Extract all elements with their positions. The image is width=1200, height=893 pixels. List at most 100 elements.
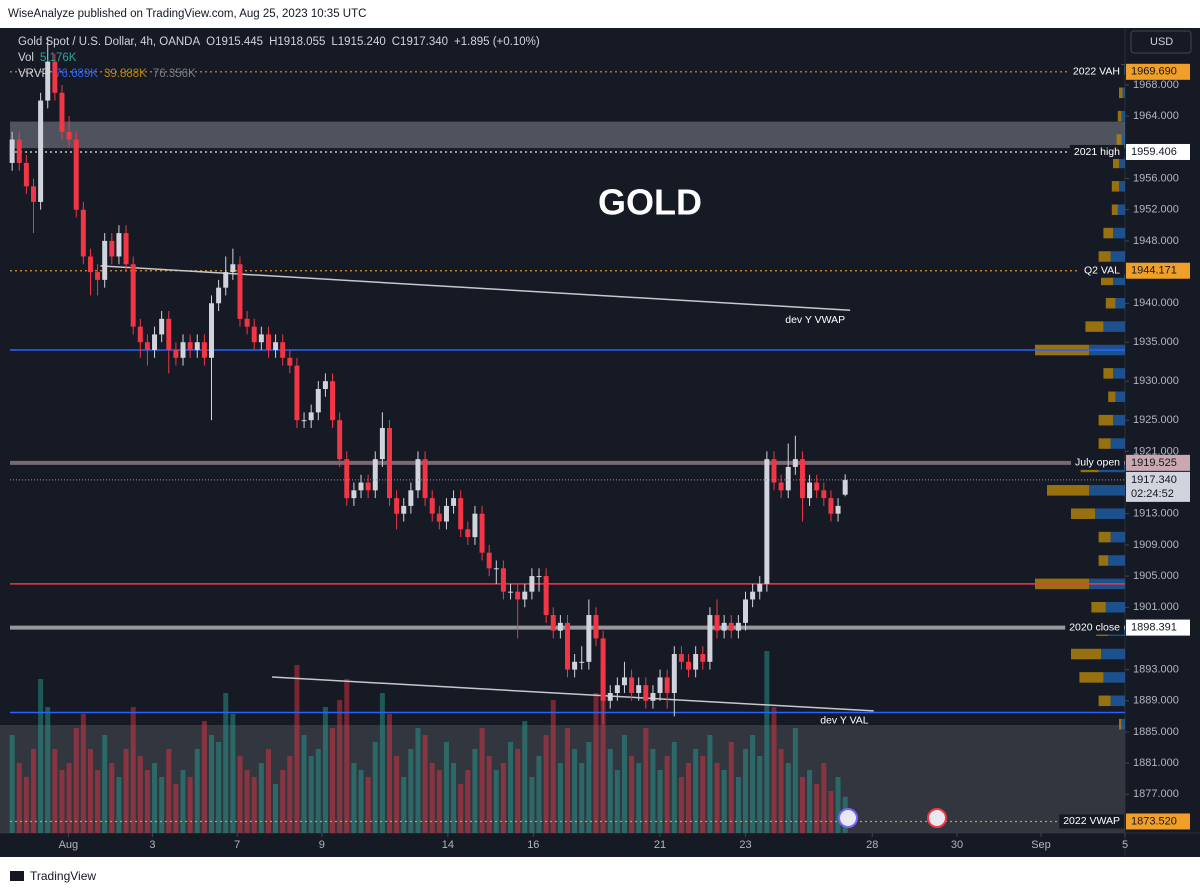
candle-body <box>792 459 798 467</box>
volume-bar <box>251 777 257 833</box>
volume-bar <box>52 749 58 833</box>
candle-body <box>650 693 656 701</box>
volume-bar <box>678 777 684 833</box>
profile-up <box>1110 531 1125 543</box>
volume-bar <box>358 770 364 833</box>
currency-button[interactable] <box>1130 30 1192 54</box>
volume-bar <box>16 763 22 833</box>
volume-bar <box>621 735 627 833</box>
event-icon[interactable] <box>927 808 947 828</box>
candle-body <box>9 139 15 163</box>
y-tick-label: 1930.000 <box>1133 375 1179 387</box>
level-name: Q2 VAL <box>1084 265 1120 277</box>
volume-bar <box>700 756 706 833</box>
volume-bar <box>408 749 414 833</box>
profile-down <box>1098 414 1113 426</box>
volume-bar <box>707 735 713 833</box>
volume-bar <box>422 735 428 833</box>
candle-body <box>771 459 777 483</box>
candle-body <box>287 357 293 366</box>
volume-bar <box>536 756 542 833</box>
volume-bar <box>557 763 563 833</box>
event-icon[interactable] <box>838 808 858 828</box>
candle-body <box>337 420 343 460</box>
volume-bar <box>458 784 464 833</box>
candle-body <box>301 420 307 422</box>
candle-body <box>66 131 72 140</box>
candle-body <box>315 388 321 413</box>
x-tick-label: Aug <box>59 839 79 851</box>
profile-down <box>1113 157 1119 169</box>
x-tick-label: Sep <box>1031 839 1051 851</box>
candle-body <box>365 482 371 491</box>
candle-body <box>500 568 506 592</box>
profile-down <box>1071 648 1101 660</box>
candle-body <box>144 342 150 351</box>
candle-body <box>123 233 129 265</box>
volume-bar <box>59 770 65 833</box>
candle-body <box>216 287 222 304</box>
candle-body <box>821 490 827 499</box>
volume-bar <box>322 707 328 833</box>
volume-bar <box>486 756 492 833</box>
profile-down <box>1098 695 1111 707</box>
last-price-bg <box>1126 471 1190 502</box>
candle-body <box>322 381 328 389</box>
candle-body <box>251 326 257 343</box>
volume-bar <box>493 770 499 833</box>
ohlc: O1915.445 <box>206 36 264 48</box>
volume-bar <box>693 749 699 833</box>
profile-down <box>1091 601 1106 613</box>
candle-body <box>166 318 172 351</box>
candle-body <box>443 505 449 522</box>
level-name-bg <box>1071 455 1124 470</box>
volume-bar <box>757 756 763 833</box>
profile-up <box>1115 297 1125 309</box>
candle-body <box>785 466 791 491</box>
level-label-bg <box>1126 454 1190 471</box>
profile-down <box>1108 391 1116 403</box>
candle-body <box>387 427 392 499</box>
level-name-bg <box>1068 64 1124 79</box>
candle-body <box>835 505 841 514</box>
y-tick-label: 1968.000 <box>1133 79 1179 91</box>
profile-up <box>1110 251 1125 262</box>
volume-bar <box>123 749 129 833</box>
level-name-bg <box>1065 620 1124 635</box>
y-tick-label: 1881.000 <box>1133 757 1179 769</box>
volume-bar <box>344 679 350 833</box>
candle-body <box>152 334 158 351</box>
volume-bar <box>721 770 727 833</box>
candle-body <box>735 622 741 631</box>
volume-bar <box>629 756 635 833</box>
x-tick-label: 21 <box>654 839 666 851</box>
volume-bar <box>201 721 207 833</box>
volume-bar <box>607 749 613 833</box>
volume-bar <box>137 756 143 833</box>
level-name: July open <box>1075 457 1120 469</box>
y-tick-label: 1889.000 <box>1133 695 1179 707</box>
volume-bar <box>593 693 599 833</box>
candle-body <box>543 576 549 616</box>
profile-up <box>1123 64 1125 75</box>
profile-down <box>1085 321 1104 332</box>
profile-up <box>1089 485 1125 496</box>
profile-down <box>1101 274 1113 286</box>
candle-body <box>308 412 314 421</box>
volume-bar <box>429 763 435 833</box>
x-tick-label: 9 <box>319 839 325 851</box>
candle-body <box>643 685 649 701</box>
x-tick-label: 5 <box>1122 839 1128 851</box>
candle-body <box>529 576 535 592</box>
vrvp-value: 76.689K <box>55 68 98 80</box>
candle-body <box>557 622 563 631</box>
candle-body <box>95 272 101 280</box>
candle-body <box>209 303 214 358</box>
candle-body <box>230 264 236 273</box>
candle-body <box>265 334 271 351</box>
profile-down <box>1098 531 1111 543</box>
candle-body <box>451 498 457 506</box>
candle-body <box>358 482 364 491</box>
volume-bar <box>479 728 485 833</box>
